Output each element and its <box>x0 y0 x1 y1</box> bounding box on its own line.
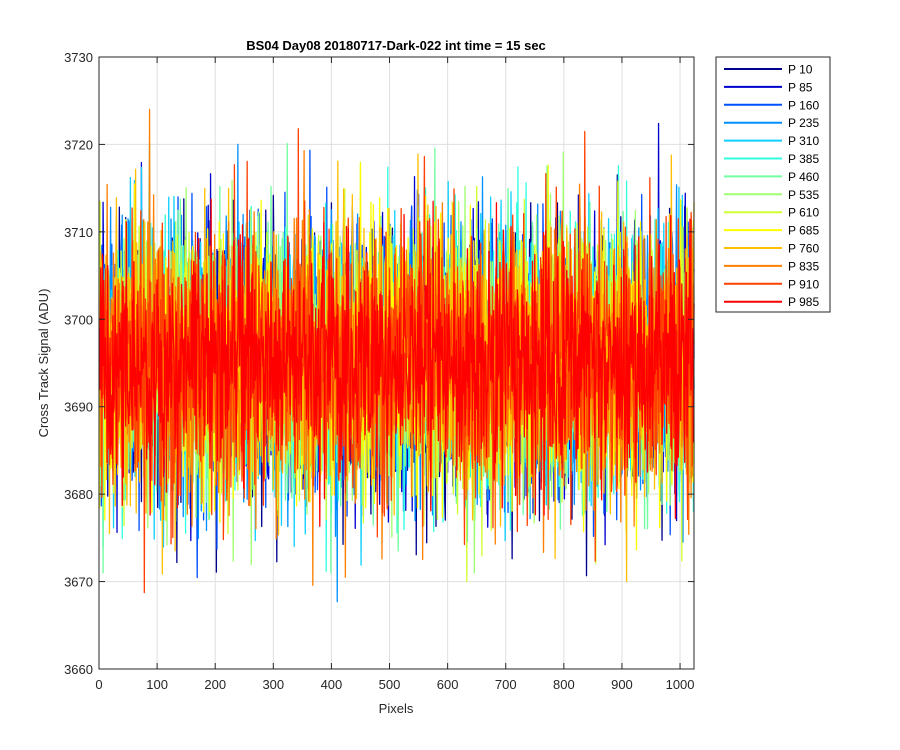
legend-label: P 235 <box>788 116 819 130</box>
x-tick-label: 500 <box>379 677 401 692</box>
legend-label: P 760 <box>788 242 819 256</box>
legend-label: P 610 <box>788 206 819 220</box>
legend-label: P 985 <box>788 295 819 309</box>
x-tick-label: 900 <box>611 677 633 692</box>
chart-title: BS04 Day08 20180717-Dark-022 int time = … <box>246 38 546 53</box>
series-lines <box>98 108 695 603</box>
legend-label: P 535 <box>788 188 819 202</box>
x-axis-label: Pixels <box>379 701 414 716</box>
y-tick-label: 3710 <box>64 225 93 240</box>
legend: P 10 P 85 P 160 P 235 P 310 P 385 P 460 P 535 P … <box>715 56 831 313</box>
x-tick-label: 700 <box>495 677 517 692</box>
x-tick-label: 200 <box>204 677 226 692</box>
x-tick-label: 100 <box>146 677 168 692</box>
y-tick-label: 3660 <box>64 662 93 677</box>
legend-label: P 85 <box>788 80 813 94</box>
y-tick-label: 3730 <box>64 50 93 65</box>
y-tick-label: 3720 <box>64 137 93 152</box>
y-axis-label: Cross Track Signal (ADU) <box>36 289 51 438</box>
legend-label: P 160 <box>788 98 819 112</box>
axes: 0 100 200 300 400 500 600 700 800 900 1000 3660 3670… <box>64 50 694 692</box>
legend-label: P 835 <box>788 259 819 273</box>
plot-frame <box>98 56 695 670</box>
legend-box <box>715 56 831 313</box>
legend-label: P 685 <box>788 224 819 238</box>
series-line <box>98 198 695 527</box>
legend-label: P 385 <box>788 152 819 166</box>
legend-label: P 910 <box>788 277 819 291</box>
x-tick-label: 1000 <box>666 677 695 692</box>
y-tick-label: 3690 <box>64 400 93 415</box>
x-tick-label: 300 <box>262 677 284 692</box>
y-tick-label: 3670 <box>64 575 93 590</box>
y-tick-label: 3680 <box>64 487 93 502</box>
x-tick-label: 600 <box>437 677 459 692</box>
y-tick-label: 3700 <box>64 312 93 327</box>
legend-label: P 460 <box>788 170 819 184</box>
x-tick-label: 800 <box>553 677 575 692</box>
legend-label: P 10 <box>788 63 813 77</box>
x-tick-label: 0 <box>95 677 102 692</box>
legend-label: P 310 <box>788 134 819 148</box>
x-tick-label: 400 <box>321 677 343 692</box>
